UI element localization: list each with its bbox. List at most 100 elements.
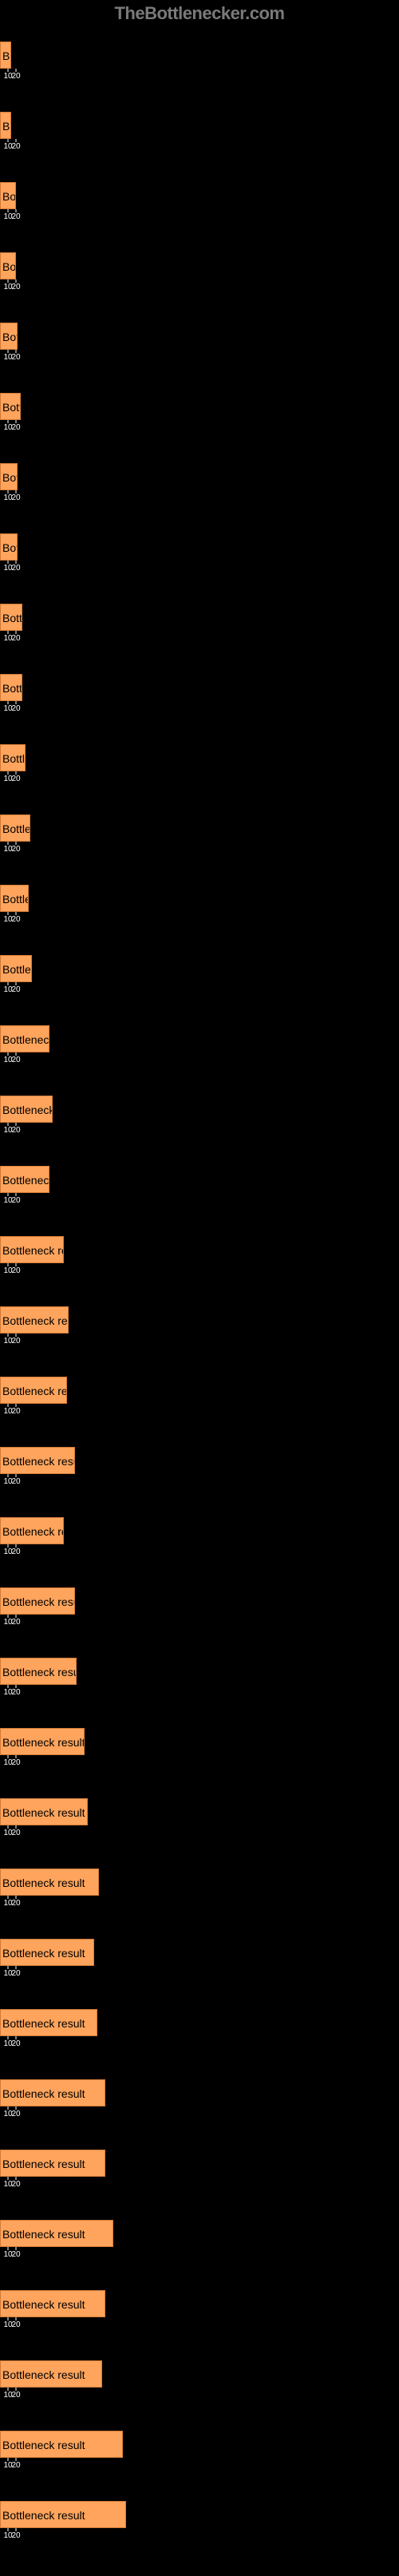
bar: Bottleneck result (0, 463, 18, 490)
tick-label: 20 (11, 845, 20, 854)
bar-row: Bottleneck result1020 (0, 1576, 399, 1635)
bar-row: Bottleneck result1020 (0, 592, 399, 652)
bar: Bottleneck result (0, 2431, 123, 2458)
tick-label: 20 (11, 2250, 20, 2259)
tick-label: 20 (11, 1899, 20, 1908)
bar: Bottleneck result (0, 1306, 69, 1334)
bar-text: Bottleneck result (1, 893, 29, 906)
bar-row: Bottleneck result1020 (0, 1155, 399, 1214)
tick-label: 20 (11, 1829, 20, 1837)
tick-label: 20 (11, 2320, 20, 2329)
bar-text: Bottleneck result (1, 2368, 85, 2381)
bar-row: Bottleneck result1020 (0, 2209, 399, 2268)
bar-row: Bottleneck result1020 (0, 1928, 399, 1987)
tick-label: 20 (11, 915, 20, 924)
bar-row: Bottleneck result1020 (0, 803, 399, 862)
bar-text: Bottleneck result (1, 2298, 85, 2311)
bar-text: Bottleneck result (1, 541, 18, 554)
tick-label: 20 (11, 1969, 20, 1978)
tick-label: 20 (11, 212, 20, 221)
bar: Bottleneck result (0, 1096, 53, 1123)
tick-label: 20 (11, 1126, 20, 1135)
bar: Bottleneck result (0, 1658, 77, 1685)
bar-row: Bottleneck result1020 (0, 2138, 399, 2198)
bar-text: Bottleneck result (1, 752, 26, 765)
bar-row: Bottleneck result1020 (0, 1436, 399, 1495)
bar: Bottleneck result (0, 2079, 105, 2106)
bar-row: Bottleneck result1020 (0, 944, 399, 1003)
bar-row: Bottleneck result1020 (0, 2490, 399, 2549)
bar-text: Bottleneck result (1, 612, 22, 624)
bar-text: Bottleneck result (1, 1666, 77, 1678)
tick-label: 20 (11, 2039, 20, 2048)
bar: Bottleneck result (0, 1517, 64, 1544)
bar: Bottleneck result (0, 1798, 88, 1825)
site-logo: TheBottlenecker.com (0, 0, 399, 30)
bar-row: Bottleneck result1020 (0, 452, 399, 511)
bar-text: Bottleneck result (1, 1104, 53, 1116)
tick-label: 20 (11, 2461, 20, 2470)
tick-label: 20 (11, 985, 20, 994)
bar: Bottleneck result (0, 182, 16, 209)
bar: Bottleneck result (0, 674, 22, 701)
bar-row: Bottleneck result1020 (0, 1717, 399, 1776)
bar-text: Bottleneck result (1, 401, 21, 414)
bar-row: Bottleneck result1020 (0, 2279, 399, 2338)
bar: Bottleneck result (0, 2290, 105, 2317)
bar: Bottleneck result (0, 885, 29, 912)
bar-row: Bottleneck result1020 (0, 2349, 399, 2408)
bar-text: Bottleneck result (1, 1174, 49, 1187)
tick-label: 20 (11, 1758, 20, 1767)
bar-row: Bottleneck result1020 (0, 1084, 399, 1143)
bar: Bottleneck result (0, 1587, 75, 1615)
bar-text: Bottleneck result (1, 682, 22, 695)
bar-text: Bottleneck result (1, 2017, 85, 2030)
bottleneck-bar-chart: Bottleneck result1020 Bottleneck result10… (0, 30, 399, 2576)
bar-row: Bottleneck result1020 (0, 2068, 399, 2127)
bar-row: Bottleneck result1020 (0, 1506, 399, 1565)
bar: Bottleneck result (0, 604, 22, 631)
tick-label: 20 (11, 2531, 20, 2540)
tick-label: 20 (11, 72, 20, 81)
tick-label: 20 (11, 1688, 20, 1697)
bar: Bottleneck result (0, 112, 11, 139)
bar-row: Bottleneck result1020 (0, 382, 399, 441)
bar: Bottleneck result (0, 1939, 94, 1966)
bar: Bottleneck result (0, 2009, 97, 2036)
bar-text: Bottleneck result (1, 2228, 85, 2241)
bar-row: Bottleneck result1020 (0, 311, 399, 371)
tick-label: 20 (11, 1407, 20, 1416)
bar: Bottleneck result (0, 955, 32, 982)
bar-row: Bottleneck result1020 (0, 1295, 399, 1354)
bar: Bottleneck result (0, 2150, 105, 2177)
bar-text: Bottleneck result (1, 1033, 49, 1046)
bar: Bottleneck result (0, 533, 18, 561)
bar: Bottleneck result (0, 2501, 126, 2528)
bar: Bottleneck result (0, 252, 16, 279)
bar-row: Bottleneck result1020 (0, 2419, 399, 2479)
bar-text: Bottleneck result (1, 1385, 67, 1397)
bar-row: Bottleneck result1020 (0, 1365, 399, 1425)
tick-label: 20 (11, 775, 20, 783)
bar-row: Bottleneck result1020 (0, 874, 399, 933)
tick-label: 20 (11, 704, 20, 713)
bar: Bottleneck result (0, 1025, 49, 1052)
bar-text: Bottleneck result (1, 471, 18, 484)
bar: Bottleneck result (0, 1236, 64, 1263)
bar-row: Bottleneck result1020 (0, 522, 399, 581)
bar: Bottleneck result (0, 1869, 99, 1896)
tick-label: 20 (11, 634, 20, 643)
bar-text: Bottleneck result (1, 1877, 85, 1889)
tick-label: 20 (11, 2180, 20, 2189)
bar: Bottleneck result (0, 1377, 67, 1404)
bar-text: Bottleneck result (1, 1806, 85, 1819)
bar-text: Bottleneck result (1, 2158, 85, 2170)
bar-row: Bottleneck result1020 (0, 1998, 399, 2057)
tick-label: 20 (11, 1337, 20, 1345)
bar: Bottleneck result (0, 814, 30, 842)
bar-text: Bottleneck result (1, 190, 16, 203)
bar-text: Bottleneck result (1, 1736, 85, 1749)
bar-text: Bottleneck result (1, 822, 30, 835)
tick-label: 20 (11, 1618, 20, 1627)
tick-label: 20 (11, 1266, 20, 1275)
